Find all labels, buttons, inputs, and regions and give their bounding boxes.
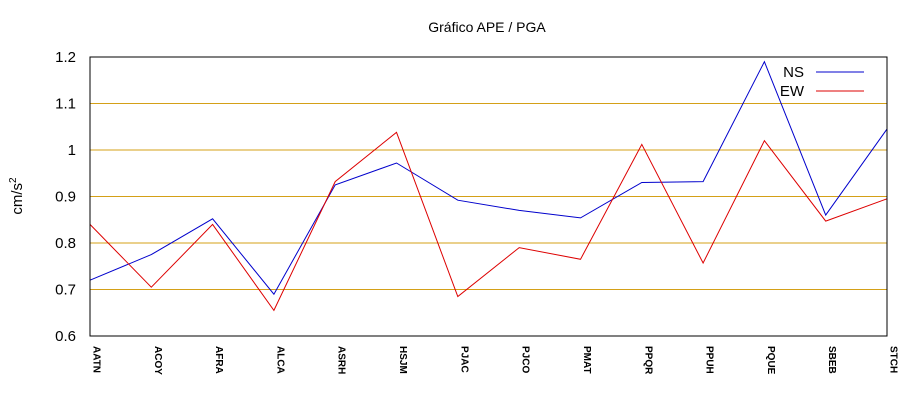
y-tick-label: 0.6 bbox=[55, 328, 76, 345]
x-tick-label: PPQR bbox=[642, 346, 653, 375]
grid bbox=[90, 103, 887, 290]
y-tick-label: 1.1 bbox=[55, 96, 76, 113]
x-tick-label: ALCA bbox=[274, 346, 285, 374]
y-axis-label-base: cm/s bbox=[9, 183, 26, 215]
x-tick-labels: AATN ACOY AFRA ALCA ASRH HSJM PJAC PJCO PMAT PPQR… bbox=[91, 346, 899, 375]
y-tick-label: 0.9 bbox=[55, 189, 76, 206]
x-tick-label: HSJM bbox=[397, 346, 408, 374]
x-tick-label: AFRA bbox=[213, 346, 224, 374]
legend-label-ns: NS bbox=[783, 64, 804, 81]
x-tick-label: STCH bbox=[888, 346, 899, 373]
x-tick-label: ASRH bbox=[336, 346, 347, 374]
series-line-ns bbox=[89, 60, 888, 296]
legend: NS EW bbox=[780, 64, 864, 100]
y-tick-label: 0.8 bbox=[55, 235, 76, 252]
plot-frame bbox=[89, 56, 888, 337]
chart-title: Gráfico APE / PGA bbox=[428, 19, 546, 35]
x-tick-label: PJCO bbox=[520, 346, 531, 373]
series-lines bbox=[89, 60, 888, 312]
x-tick-label: PJAC bbox=[458, 346, 469, 373]
y-tick-label: 0.7 bbox=[55, 282, 76, 299]
y-axis-label-exponent: 2 bbox=[8, 177, 19, 183]
x-tick-label: PMAT bbox=[581, 346, 592, 374]
y-tick-label: 1.2 bbox=[55, 49, 76, 66]
legend-label-ew: EW bbox=[780, 83, 805, 100]
x-tick-label: AATN bbox=[91, 346, 102, 373]
series-line-ew bbox=[89, 131, 888, 312]
y-tick-labels: 0.6 0.7 0.8 0.9 1 1.1 1.2 bbox=[55, 49, 76, 345]
x-tick-label: PPUH bbox=[704, 346, 715, 374]
y-axis-label: cm/s2 bbox=[8, 177, 26, 215]
y-tick-label: 1 bbox=[68, 142, 76, 159]
x-tick-label: PQUE bbox=[765, 346, 776, 375]
x-tick-label: SBEB bbox=[826, 346, 837, 374]
x-tick-label: ACOY bbox=[152, 346, 163, 375]
